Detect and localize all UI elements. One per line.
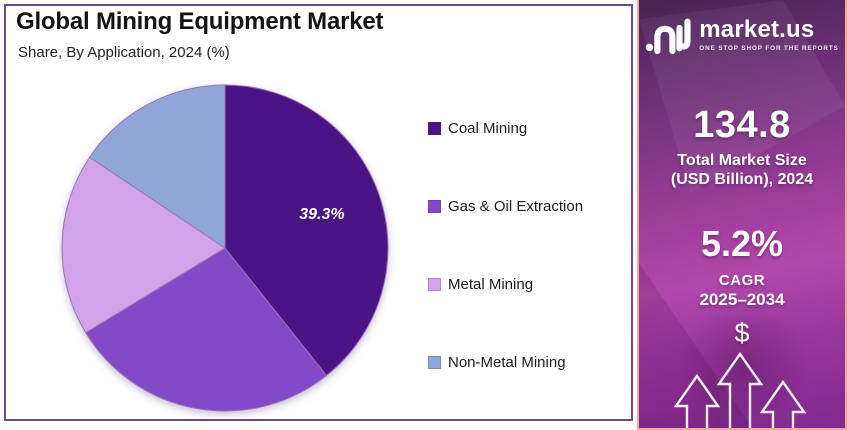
cagr-label: CAGR: [718, 272, 766, 289]
legend-item-non-metal-mining: Non-Metal Mining: [428, 352, 583, 372]
market-size-label-line2: (USD Billion), 2024: [670, 171, 814, 188]
pie-slice-gas-oil-extraction: [85, 247, 328, 412]
arrow-right: [759, 379, 807, 428]
arrow-middle: [716, 351, 764, 428]
brand-tagline: ONE STOP SHOP FOR THE REPORTS: [699, 45, 839, 52]
pie-legend: Coal Mining Gas & Oil Extraction Metal Min…: [428, 118, 583, 372]
brand-lockup: market.us ONE STOP SHOP FOR THE REPORTS: [639, 16, 845, 54]
legend-item-coal-mining: Coal Mining: [428, 118, 583, 138]
legend-marker: [428, 277, 441, 291]
pie-slice-coal-mining: [224, 84, 389, 377]
market-size-block: 134.8 Total Market Size (USD Billion), 2…: [639, 104, 845, 189]
legend-marker: [428, 121, 441, 135]
legend-item-metal-mining: Metal Mining: [428, 274, 583, 294]
legend-label: Metal Mining: [448, 275, 534, 293]
legend-marker: [428, 355, 441, 369]
legend-label: Coal Mining: [448, 119, 528, 137]
pie-slice-metal-mining: [61, 156, 226, 334]
cagr-range: 2025–2034: [699, 290, 785, 309]
pie-slice-non-metal-mining: [89, 84, 226, 249]
brand-text: market.us ONE STOP SHOP FOR THE REPORTS: [699, 16, 839, 53]
photo-blob: [677, 300, 811, 428]
chart-panel: Global Mining Equipment Market Share, By…: [4, 4, 633, 421]
legend-item-gas-oil-extraction: Gas & Oil Extraction: [428, 196, 583, 216]
dollar-symbol: $: [734, 318, 750, 348]
growth-arrows-icon: [673, 351, 807, 428]
market-size-label: Total Market Size (USD Billion), 2024: [639, 151, 845, 189]
brand-name: market.us: [699, 16, 815, 43]
market-size-value: 134.8: [693, 104, 791, 146]
pie-chart: 39.3%: [61, 84, 389, 412]
arrow-left: [673, 373, 721, 428]
cagr-value: 5.2%: [700, 223, 784, 264]
legend-label: Gas & Oil Extraction: [448, 197, 584, 215]
pie-data-label: 39.3%: [299, 206, 344, 223]
market-size-label-line1: Total Market Size: [677, 152, 807, 169]
cagr-block: 5.2% CAGR 2025–2034: [639, 223, 845, 310]
legend-marker: [428, 199, 441, 213]
brand-sidebar: market.us ONE STOP SHOP FOR THE REPORTS …: [637, 0, 847, 430]
chart-title: Global Mining Equipment Market: [16, 8, 384, 35]
legend-label: Non-Metal Mining: [448, 353, 566, 371]
marketus-logo-icon: [645, 18, 691, 54]
chart-subtitle: Share, By Application, 2024 (%): [18, 44, 230, 61]
